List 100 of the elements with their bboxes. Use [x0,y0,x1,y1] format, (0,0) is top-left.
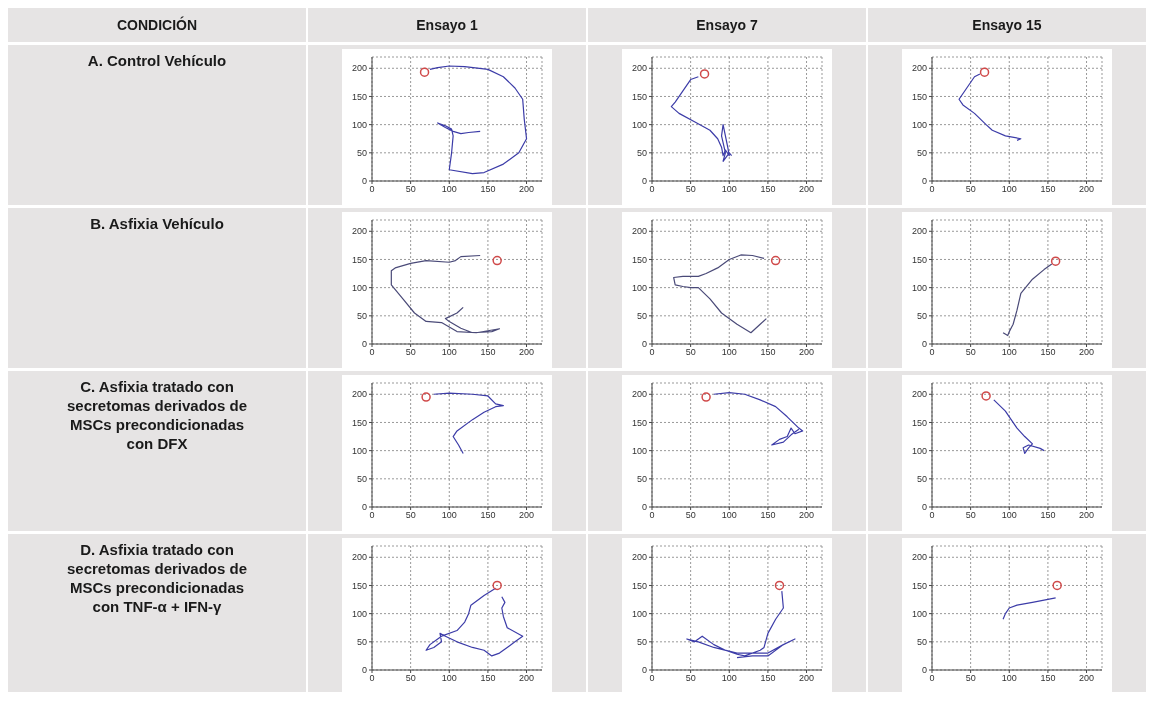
x-tick-label: 150 [760,673,776,684]
x-tick-label: 50 [685,510,696,521]
x-tick-label: 0 [649,673,655,684]
x-tick-label: 100 [441,510,457,521]
x-tick-label: 50 [405,673,416,684]
x-tick-label: 150 [1040,510,1056,521]
y-tick-label: 200 [911,226,927,237]
y-tick-label: 0 [921,502,927,513]
x-tick-label: 0 [369,347,375,358]
y-tick-label: 100 [911,119,927,130]
y-tick-label: 0 [921,665,927,676]
x-tick-label: 100 [721,510,737,521]
y-tick-label: 150 [911,91,927,102]
y-tick-label: 150 [631,254,647,265]
y-tick-label: 0 [641,502,647,513]
x-tick-label: 0 [369,673,375,684]
text: B. Asfixia Vehículo [89,214,225,234]
x-tick-label: 100 [441,184,457,195]
y-tick-label: 100 [911,608,927,619]
x-tick-label: 200 [799,184,815,195]
x-tick-label: 100 [721,673,737,684]
x-tick-label: 100 [721,184,737,195]
line-series [713,391,804,446]
x-tick-label: 0 [929,510,935,521]
x-tick-label: 0 [649,510,655,521]
x-tick-label: 150 [1040,184,1056,195]
y-tick-label: 150 [351,580,367,591]
y-tick-label: 50 [916,311,927,322]
text: CONDICIÓN [8,8,308,42]
y-tick-label: 200 [631,389,647,400]
line-series [390,254,501,334]
y-tick-label: 100 [631,608,647,619]
y-tick-label: 150 [911,580,927,591]
y-tick-label: 150 [351,91,367,102]
x-tick-label: 50 [405,510,416,521]
x-tick-label: 100 [1001,184,1017,195]
y-tick-label: 0 [361,339,367,350]
y-tick-label: 50 [636,474,647,485]
y-tick-label: 50 [916,637,927,648]
y-tick-label: 150 [631,580,647,591]
x-tick-label: 200 [519,184,535,195]
x-tick-label: 200 [1079,184,1095,195]
x-tick-label: 150 [480,673,496,684]
y-tick-label: 100 [911,282,927,293]
y-tick-label: 50 [356,637,367,648]
x-tick-label: 50 [405,347,416,358]
y-tick-label: 100 [631,282,647,293]
y-tick-label: 200 [911,389,927,400]
y-tick-label: 50 [636,637,647,648]
y-tick-label: 50 [356,148,367,159]
x-tick-label: 150 [760,184,776,195]
x-tick-label: 0 [649,184,655,195]
y-tick-label: 150 [631,417,647,428]
x-tick-label: 0 [929,347,935,358]
x-tick-label: 100 [721,347,737,358]
x-tick-label: 0 [369,184,375,195]
x-tick-label: 200 [799,673,815,684]
y-tick-label: 100 [351,119,367,130]
y-tick-label: 50 [636,311,647,322]
y-tick-label: 0 [361,176,367,187]
x-tick-label: 100 [441,673,457,684]
x-tick-label: 150 [480,184,496,195]
x-tick-label: 150 [760,347,776,358]
x-tick-label: 100 [1001,347,1017,358]
line-series [433,392,504,455]
x-tick-label: 50 [685,673,696,684]
text: D. Asfixia tratado con secretomas derivados de MSCs precondicionadas con TNF-α + IFN-γ [65,540,249,617]
x-tick-label: 200 [1079,347,1095,358]
y-tick-label: 0 [921,176,927,187]
y-tick-label: 50 [916,474,927,485]
x-tick-label: 200 [799,510,815,521]
x-tick-label: 200 [519,673,535,684]
line-series [993,399,1045,455]
x-tick-label: 200 [519,510,535,521]
x-tick-label: 100 [1001,673,1017,684]
x-tick-label: 0 [649,347,655,358]
line-series [1002,597,1057,620]
y-tick-label: 50 [916,148,927,159]
y-tick-label: 150 [911,417,927,428]
y-tick-label: 150 [351,417,367,428]
x-tick-label: 50 [965,673,976,684]
text: C. Asfixia tratado con secretomas derivados de MSCs precondicionadas con DFX [65,377,249,454]
x-tick-label: 50 [965,347,976,358]
x-tick-label: 50 [405,184,416,195]
y-tick-label: 200 [631,63,647,74]
text: A. Control Vehículo [86,51,228,71]
y-tick-label: 200 [351,389,367,400]
x-tick-label: 100 [1001,510,1017,521]
x-tick-label: 150 [480,510,496,521]
y-tick-label: 0 [641,665,647,676]
y-tick-label: 100 [351,445,367,456]
text: Ensayo 15 [868,8,1148,42]
x-tick-label: 200 [1079,510,1095,521]
y-tick-label: 200 [631,226,647,237]
x-tick-label: 150 [480,347,496,358]
y-tick-label: 50 [356,474,367,485]
y-tick-label: 200 [351,552,367,563]
y-tick-label: 0 [361,502,367,513]
x-tick-label: 50 [965,184,976,195]
y-tick-label: 150 [351,254,367,265]
